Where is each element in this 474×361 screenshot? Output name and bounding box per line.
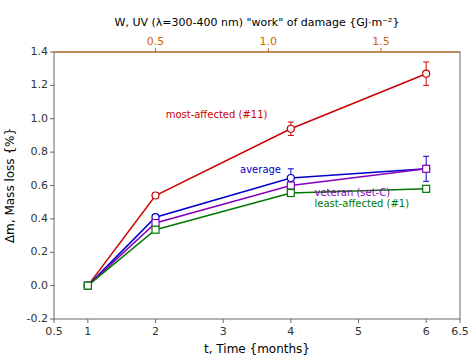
x-tick-label: 1 [84, 325, 91, 338]
error-bar [423, 166, 429, 171]
series-line [88, 169, 426, 286]
error-bar [423, 156, 429, 181]
x-tick [87, 319, 88, 323]
point [84, 282, 91, 289]
y-tick-label: 0.8 [31, 145, 49, 158]
point [423, 185, 430, 192]
plot-area [84, 62, 429, 289]
error-bar [288, 122, 294, 135]
plot-frame [54, 52, 460, 319]
point [152, 226, 159, 233]
annotation: veteran (set-C) [315, 187, 391, 198]
x-axis-label: t, Time {months} [204, 342, 310, 356]
y-tick [50, 52, 54, 53]
error-bar [423, 62, 429, 85]
x-tick-label: 2 [152, 325, 159, 338]
annotation: least-affected (#1) [315, 198, 410, 209]
y-tick-label: -0.2 [27, 312, 48, 325]
error-cap [423, 62, 429, 63]
annotation: average [240, 164, 281, 175]
x2-tick [268, 48, 269, 52]
point [287, 190, 294, 197]
point [287, 174, 294, 181]
y-tick-label: 1.0 [31, 112, 49, 125]
x-tick-label: 4 [287, 325, 294, 338]
x2-tick [155, 48, 156, 52]
error-cap [288, 122, 294, 123]
x2-tick [381, 48, 382, 52]
error-bar [288, 191, 294, 196]
y-tick [50, 285, 54, 286]
error-cap [423, 156, 429, 157]
x-tick [460, 319, 461, 323]
x-tick-label: 0.5 [45, 325, 63, 338]
point [84, 282, 91, 289]
y-tick [50, 185, 54, 186]
x-tick [358, 319, 359, 323]
x2-axis-label: W, UV (λ=300-400 nm) "work" of damage {G… [115, 16, 400, 29]
error-cap [288, 168, 294, 169]
x-tick [155, 319, 156, 323]
annotation: most-affected (#11) [166, 109, 268, 120]
point [287, 182, 294, 189]
series-line [88, 189, 426, 286]
y-tick-label: 1.2 [31, 78, 49, 91]
point [84, 282, 91, 289]
point [84, 282, 91, 289]
x2-tick-label: 1.5 [372, 35, 390, 48]
x-tick [426, 319, 427, 323]
y-tick-label: 0.4 [31, 212, 49, 225]
x-tick [290, 319, 291, 323]
series-line [88, 169, 426, 286]
x-tick [223, 319, 224, 323]
point [423, 165, 430, 172]
x-tick-label: 6.5 [451, 325, 469, 338]
x2-tick-label: 0.5 [147, 35, 165, 48]
x-tick-label: 6 [423, 325, 430, 338]
y-tick [50, 252, 54, 253]
x-tick-label: 5 [355, 325, 362, 338]
error-cap [423, 181, 429, 182]
error-cap [423, 85, 429, 86]
y-axis-label: Δm, Mass loss {%} [3, 128, 17, 243]
x2-tick-label: 1.0 [260, 35, 278, 48]
x-tick [54, 319, 55, 323]
error-bar [288, 182, 294, 189]
point [152, 192, 159, 199]
y-tick [50, 118, 54, 119]
point [423, 70, 430, 77]
y-tick-label: 0.2 [31, 245, 49, 258]
y-tick-label: 1.4 [31, 45, 49, 58]
chart: -0.2 0.0 0.2 0.4 0.6 0.8 1.0 1.2 1.4 0.5 1 2 3 4 5 6 6.5… [0, 0, 474, 361]
error-cap [288, 135, 294, 136]
error-bar [153, 193, 159, 198]
y-tick [50, 85, 54, 86]
y-tick [50, 319, 54, 320]
y-tick [50, 218, 54, 219]
x-tick-label: 3 [220, 325, 227, 338]
x2-axis-line [54, 51, 460, 52]
point [287, 125, 294, 132]
y-tick [50, 152, 54, 153]
point [423, 165, 430, 172]
series-line [88, 74, 426, 286]
y-tick-label: 0.6 [31, 179, 49, 192]
y-tick-label: 0.0 [31, 279, 49, 292]
point [152, 220, 159, 227]
